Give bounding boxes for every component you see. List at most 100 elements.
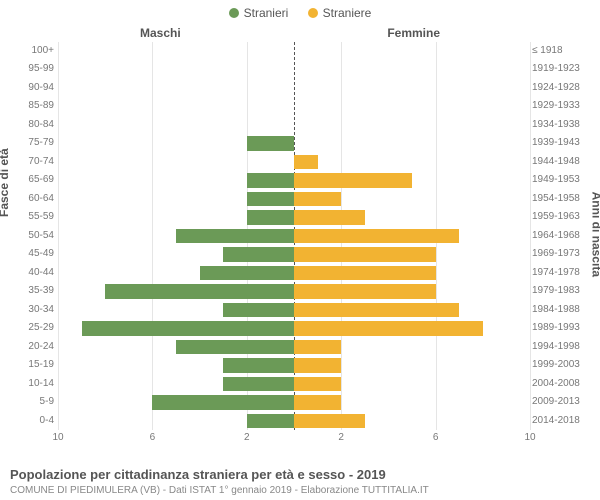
- x-tick: 10: [52, 432, 63, 443]
- age-label: 30-34: [16, 301, 54, 319]
- bar-female: [294, 321, 483, 335]
- age-row: 95-991919-1923: [58, 60, 530, 78]
- bar-female: [294, 266, 436, 280]
- age-label: 85-89: [16, 97, 54, 115]
- birth-year-label: 2009-2013: [532, 393, 586, 411]
- age-row: 5-92009-2013: [58, 393, 530, 411]
- age-label: 35-39: [16, 282, 54, 300]
- bar-female: [294, 247, 436, 261]
- birth-year-label: 1969-1973: [532, 245, 586, 263]
- age-label: 5-9: [16, 393, 54, 411]
- bar-female: [294, 377, 341, 391]
- header-females: Femmine: [387, 26, 440, 40]
- age-label: 60-64: [16, 190, 54, 208]
- plot-area: 100+≤ 191895-991919-192390-941924-192885…: [58, 42, 530, 430]
- bar-female: [294, 303, 459, 317]
- age-row: 80-841934-1938: [58, 116, 530, 134]
- bar-male: [176, 229, 294, 243]
- age-row: 65-691949-1953: [58, 171, 530, 189]
- age-label: 70-74: [16, 153, 54, 171]
- birth-year-label: 1919-1923: [532, 60, 586, 78]
- bar-male: [82, 321, 294, 335]
- birth-year-label: 1974-1978: [532, 264, 586, 282]
- age-row: 15-191999-2003: [58, 356, 530, 374]
- birth-year-label: 1999-2003: [532, 356, 586, 374]
- chart-title: Popolazione per cittadinanza straniera p…: [10, 467, 386, 482]
- birth-year-label: 1964-1968: [532, 227, 586, 245]
- y-axis-right-label: Anni di nascita: [589, 192, 600, 277]
- age-row: 100+≤ 1918: [58, 42, 530, 60]
- age-row: 25-291989-1993: [58, 319, 530, 337]
- legend-dot-male: [229, 8, 239, 18]
- x-axis: 10622610: [58, 432, 530, 448]
- bar-male: [223, 303, 294, 317]
- x-tick: 10: [524, 432, 535, 443]
- birth-year-label: 1984-1988: [532, 301, 586, 319]
- age-label: 75-79: [16, 134, 54, 152]
- bar-female: [294, 340, 341, 354]
- x-tick: 6: [433, 432, 439, 443]
- age-row: 50-541964-1968: [58, 227, 530, 245]
- legend-label-female: Straniere: [323, 6, 372, 20]
- age-row: 70-741944-1948: [58, 153, 530, 171]
- bar-male: [223, 377, 294, 391]
- age-label: 15-19: [16, 356, 54, 374]
- age-row: 75-791939-1943: [58, 134, 530, 152]
- age-label: 40-44: [16, 264, 54, 282]
- legend: Stranieri Straniere: [0, 6, 600, 21]
- age-row: 55-591959-1963: [58, 208, 530, 226]
- birth-year-label: 1989-1993: [532, 319, 586, 337]
- age-label: 55-59: [16, 208, 54, 226]
- age-row: 85-891929-1933: [58, 97, 530, 115]
- x-tick: 6: [150, 432, 156, 443]
- birth-year-label: 1994-1998: [532, 338, 586, 356]
- age-row: 30-341984-1988: [58, 301, 530, 319]
- age-row: 40-441974-1978: [58, 264, 530, 282]
- chart-subtitle: COMUNE DI PIEDIMULERA (VB) - Dati ISTAT …: [10, 485, 429, 496]
- bar-female: [294, 210, 365, 224]
- gridline: [530, 42, 531, 430]
- birth-year-label: 2004-2008: [532, 375, 586, 393]
- age-label: 100+: [16, 42, 54, 60]
- birth-year-label: 1979-1983: [532, 282, 586, 300]
- age-row: 60-641954-1958: [58, 190, 530, 208]
- birth-year-label: 1924-1928: [532, 79, 586, 97]
- age-row: 10-142004-2008: [58, 375, 530, 393]
- age-label: 80-84: [16, 116, 54, 134]
- pyramid-chart: Stranieri Straniere Maschi Femmine Fasce…: [0, 0, 600, 500]
- age-row: 90-941924-1928: [58, 79, 530, 97]
- header-males: Maschi: [140, 26, 181, 40]
- birth-year-label: 1929-1933: [532, 97, 586, 115]
- age-label: 95-99: [16, 60, 54, 78]
- age-label: 10-14: [16, 375, 54, 393]
- age-label: 0-4: [16, 412, 54, 430]
- age-row: 45-491969-1973: [58, 245, 530, 263]
- birth-year-label: 1949-1953: [532, 171, 586, 189]
- legend-dot-female: [308, 8, 318, 18]
- x-tick: 2: [338, 432, 344, 443]
- bar-female: [294, 395, 341, 409]
- bar-male: [223, 358, 294, 372]
- bar-male: [247, 136, 294, 150]
- birth-year-label: ≤ 1918: [532, 42, 586, 60]
- birth-year-label: 1934-1938: [532, 116, 586, 134]
- age-label: 90-94: [16, 79, 54, 97]
- age-label: 25-29: [16, 319, 54, 337]
- age-row: 35-391979-1983: [58, 282, 530, 300]
- birth-year-label: 1944-1948: [532, 153, 586, 171]
- legend-label-male: Stranieri: [244, 6, 289, 20]
- age-label: 45-49: [16, 245, 54, 263]
- bar-female: [294, 358, 341, 372]
- bar-male: [152, 395, 294, 409]
- birth-year-label: 1954-1958: [532, 190, 586, 208]
- legend-item-female: Straniere: [308, 6, 372, 20]
- legend-item-male: Stranieri: [229, 6, 289, 20]
- age-label: 50-54: [16, 227, 54, 245]
- age-label: 20-24: [16, 338, 54, 356]
- age-row: 0-42014-2018: [58, 412, 530, 430]
- bar-male: [176, 340, 294, 354]
- bar-male: [105, 284, 294, 298]
- bar-male: [223, 247, 294, 261]
- bar-female: [294, 414, 365, 428]
- age-row: 20-241994-1998: [58, 338, 530, 356]
